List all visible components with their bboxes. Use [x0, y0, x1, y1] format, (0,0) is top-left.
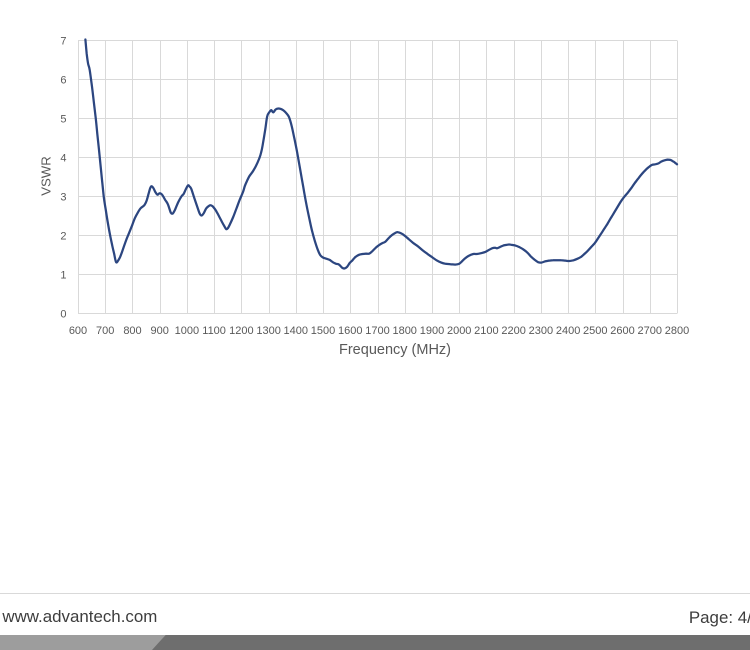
svg-text:0: 0 [60, 308, 66, 320]
svg-text:6: 6 [60, 74, 66, 86]
svg-text:1900: 1900 [420, 325, 444, 337]
svg-text:2600: 2600 [610, 325, 634, 337]
svg-text:1300: 1300 [256, 325, 280, 337]
svg-text:1600: 1600 [338, 325, 362, 337]
svg-text:4: 4 [60, 152, 66, 164]
svg-text:800: 800 [123, 325, 141, 337]
svg-text:2700: 2700 [638, 325, 662, 337]
svg-text:1800: 1800 [392, 325, 416, 337]
svg-text:3: 3 [60, 191, 66, 203]
svg-text:600: 600 [69, 325, 87, 337]
svg-text:1700: 1700 [365, 325, 389, 337]
svg-text:1: 1 [60, 269, 66, 281]
svg-text:700: 700 [96, 325, 114, 337]
svg-text:900: 900 [151, 325, 169, 337]
svg-text:1100: 1100 [202, 325, 226, 337]
svg-text:2300: 2300 [529, 325, 553, 337]
svg-text:1400: 1400 [284, 325, 308, 337]
svg-text:2800: 2800 [665, 325, 689, 337]
svg-text:2: 2 [60, 230, 66, 242]
svg-text:1500: 1500 [311, 325, 335, 337]
svg-text:Frequency (MHz): Frequency (MHz) [339, 342, 451, 358]
svg-text:2400: 2400 [556, 325, 580, 337]
svg-text:2200: 2200 [501, 325, 525, 337]
svg-text:1000: 1000 [175, 325, 199, 337]
svg-text:VSWR: VSWR [39, 156, 54, 196]
svg-text:7: 7 [60, 35, 66, 47]
svg-text:2000: 2000 [447, 325, 471, 337]
svg-text:1200: 1200 [229, 325, 253, 337]
svg-text:2100: 2100 [474, 325, 498, 337]
svg-text:5: 5 [60, 113, 66, 125]
svg-text:2500: 2500 [583, 325, 607, 337]
